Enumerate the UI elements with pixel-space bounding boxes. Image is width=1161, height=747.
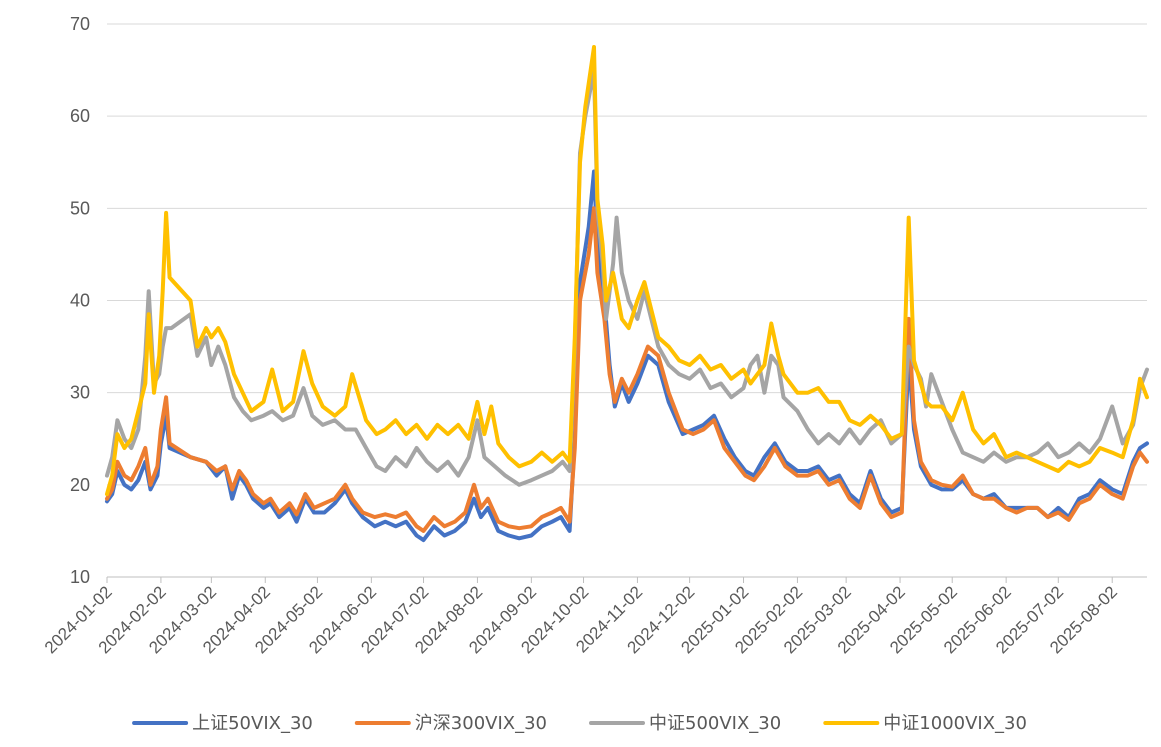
y-tick-label: 50 — [70, 198, 90, 218]
legend-item-3: 中证500VIX_30 — [589, 713, 781, 734]
legend: 上证50VIX_30 沪深300VIX_30 中证500VIX_30 中证1000VI… — [132, 713, 1027, 734]
legend-label: 沪深300VIX_30 — [415, 713, 547, 734]
y-axis: 10 20 30 40 50 60 70 — [70, 14, 90, 587]
y-tick-label: 60 — [70, 106, 90, 126]
legend-label: 中证1000VIX_30 — [883, 713, 1027, 734]
y-tick-label: 10 — [70, 567, 90, 587]
series-line-2 — [105, 206, 1149, 533]
legend-label: 上证50VIX_30 — [192, 713, 313, 734]
y-tick-label: 30 — [70, 383, 90, 403]
series-line-4 — [105, 45, 1149, 497]
legend-label: 中证500VIX_30 — [649, 713, 781, 734]
y-tick-label: 40 — [70, 291, 90, 311]
series-line-3 — [105, 68, 1149, 487]
y-tick-label: 20 — [70, 475, 90, 495]
legend-item-1: 上证50VIX_30 — [132, 713, 313, 734]
series-lines — [105, 45, 1149, 543]
y-tick-label: 70 — [70, 14, 90, 34]
x-axis: 2024-01-022024-02-022024-03-022024-04-02… — [41, 576, 1147, 657]
legend-item-4: 中证1000VIX_30 — [823, 713, 1027, 734]
legend-item-2: 沪深300VIX_30 — [354, 713, 547, 734]
